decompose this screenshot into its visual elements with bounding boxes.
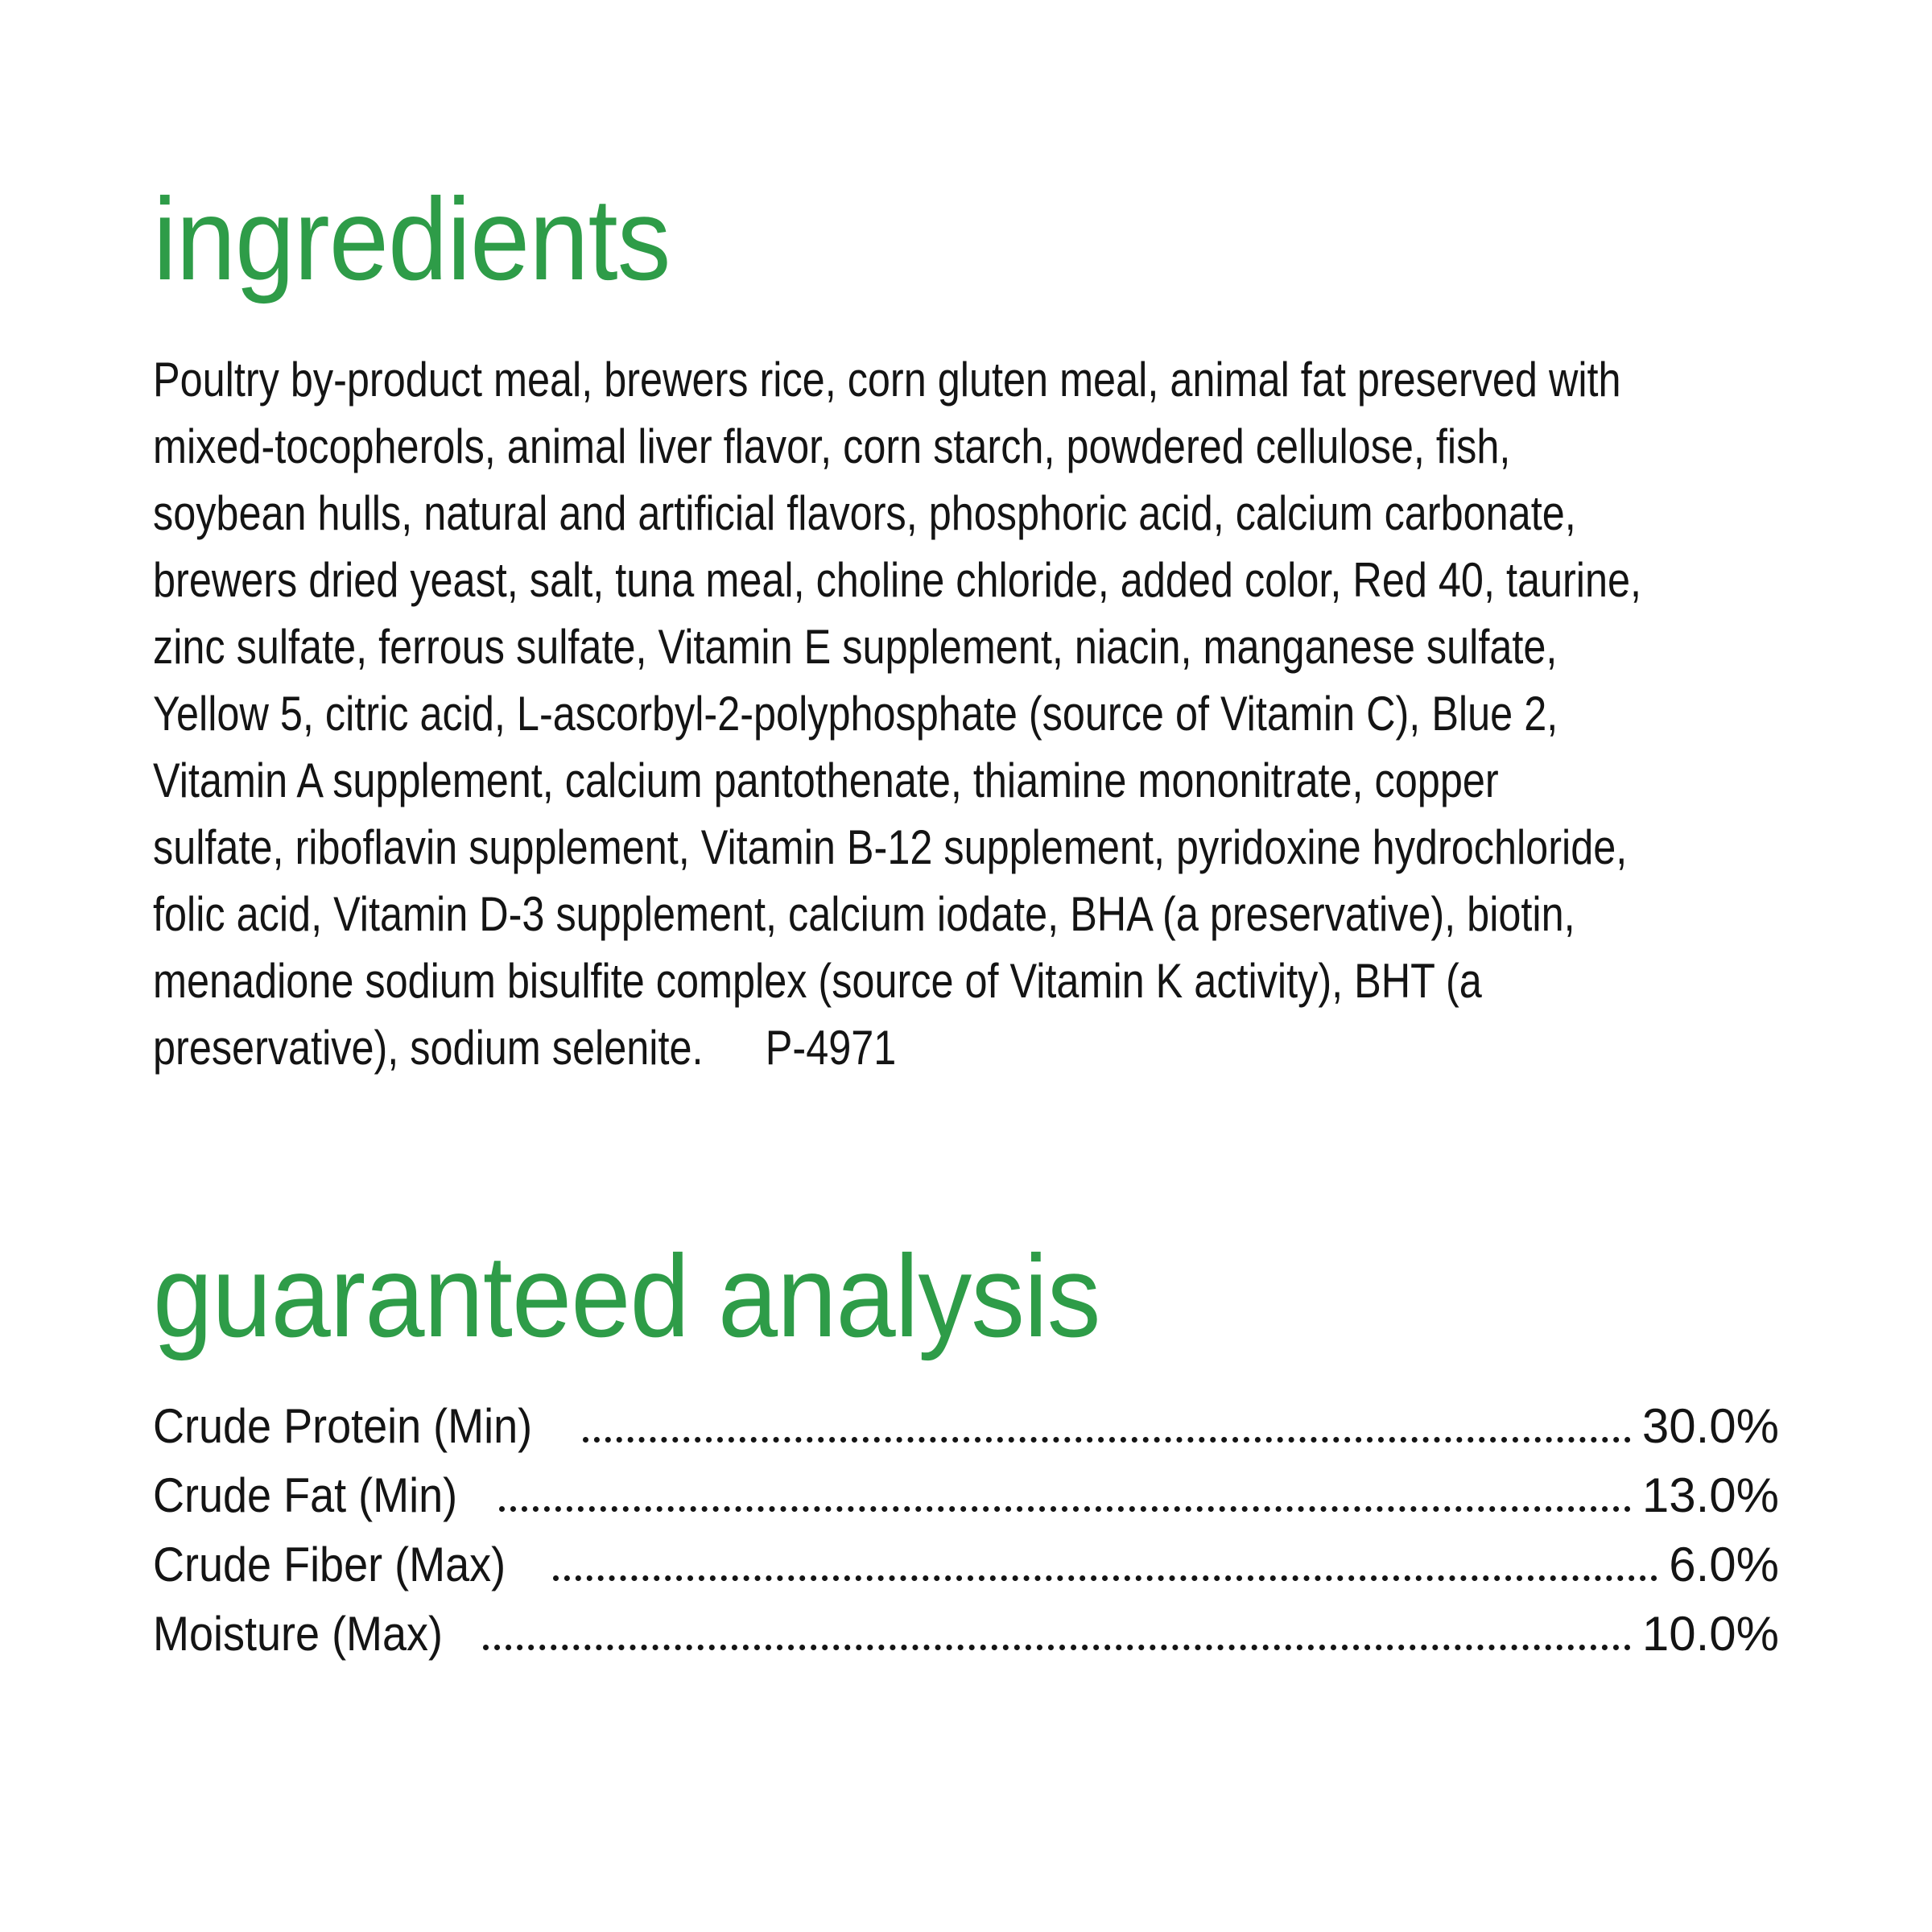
ingredients-line: soybean hulls, natural and artificial fl… <box>153 486 1576 540</box>
ingredients-line: menadione sodium bisulfite complex (sour… <box>153 954 1482 1008</box>
ingredients-line: brewers dried yeast, salt, tuna meal, ch… <box>153 553 1642 607</box>
analysis-label: Crude Fat (Min) <box>153 1468 458 1522</box>
analysis-label: Moisture (Max) <box>153 1607 444 1661</box>
analysis-value: 10.0% <box>1641 1607 1779 1661</box>
ingredients-line: folic acid, Vitamin D-3 supplement, calc… <box>153 887 1575 941</box>
dot-leader <box>582 1437 1631 1443</box>
ingredients-line: Poultry by-product meal, brewers rice, c… <box>153 353 1621 407</box>
ingredients-line: preservative), sodium selenite. P-4971 <box>153 1014 1641 1081</box>
ingredients-line: Yellow 5, citric acid, L-ascorbyl-2-poly… <box>153 687 1558 741</box>
ingredients-line: Vitamin A supplement, calcium pantothena… <box>153 753 1499 807</box>
ingredients-line: sulfate, riboflavin supplement, Vitamin … <box>153 820 1628 874</box>
analysis-value: 6.0% <box>1669 1538 1779 1591</box>
dot-leader <box>552 1575 1658 1581</box>
ingredients-line-end: preservative), sodium selenite. <box>153 1021 704 1075</box>
ingredients-line: zinc sulfate, ferrous sulfate, Vitamin E… <box>153 620 1558 674</box>
ingredients-line: mixed-tocopherols, animal liver flavor, … <box>153 419 1511 473</box>
guaranteed-analysis-table: Crude Protein (Min) 30.0% Crude Fat (Min… <box>153 1392 1779 1669</box>
ingredients-paragraph: Poultry by-product meal, brewers rice, c… <box>153 346 1925 1081</box>
analysis-value: 13.0% <box>1641 1468 1779 1522</box>
analysis-row: Crude Fat (Min) 13.0% <box>153 1461 1779 1530</box>
dot-leader <box>483 1645 1631 1650</box>
dot-leader <box>499 1506 1631 1512</box>
analysis-row: Crude Fiber (Max) 6.0% <box>153 1530 1779 1600</box>
product-code: P-4971 <box>765 1021 897 1075</box>
analysis-label: Crude Fiber (Max) <box>153 1538 506 1591</box>
analysis-row: Crude Protein (Min) 30.0% <box>153 1392 1779 1461</box>
guaranteed-analysis-heading: guaranteed analysis <box>153 1231 1100 1361</box>
analysis-value: 30.0% <box>1641 1399 1779 1453</box>
analysis-label: Crude Protein (Min) <box>153 1399 533 1453</box>
analysis-row: Moisture (Max) 10.0% <box>153 1600 1779 1669</box>
ingredients-heading: ingredients <box>153 174 671 304</box>
